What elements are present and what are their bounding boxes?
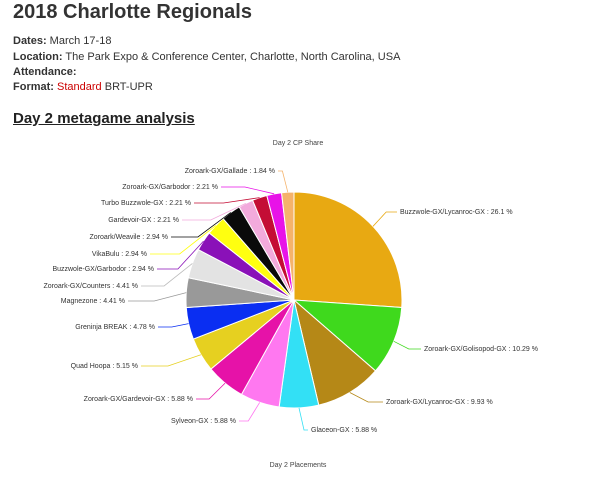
slice-connector: [298, 407, 308, 431]
slice-label: Zoroark-GX/Gallade : 1.84 %: [185, 168, 275, 175]
slice-connector: [393, 340, 421, 350]
section-title: Day 2 metagame analysis: [13, 110, 195, 127]
next-chart-title: Day 2 Placements: [269, 462, 327, 469]
slice-label: Zoroark-GX/Gardevoir-GX : 5.88 %: [84, 396, 193, 403]
slice-connector: [196, 382, 226, 400]
slice-connector: [171, 212, 232, 238]
page-title: 2018 Charlotte Regionals: [13, 1, 252, 23]
slice-label: Buzzwole-GX/Lycanroc-GX : 26.1 %: [400, 209, 513, 216]
slice-connector: [182, 203, 246, 221]
slice-label: Greninja BREAK : 4.78 %: [75, 324, 155, 331]
slice-connector: [128, 292, 187, 302]
attendance-label: Attendance:: [13, 66, 77, 78]
slice-connector: [349, 392, 383, 403]
slice-label: Turbo Buzzwole-GX : 2.21 %: [101, 200, 191, 207]
chart-title: Day 2 CP Share: [272, 140, 324, 147]
format-label: Format:: [13, 81, 54, 93]
dates-label: Dates:: [13, 35, 47, 47]
slice-label: Zoroark/Weavile : 2.94 %: [90, 234, 168, 241]
attendance-row: Attendance:: [13, 65, 77, 79]
slice-label: Zoroark-GX/Golisopod-GX : 10.29 %: [424, 346, 538, 353]
format-link[interactable]: Standard: [57, 81, 102, 93]
slice-label: Buzzwole-GX/Garbodor : 2.94 %: [52, 266, 154, 273]
slice-label: Magnezone : 4.41 %: [61, 298, 125, 305]
slice-connector: [157, 240, 204, 270]
location-value: The Park Expo & Conference Center, Charl…: [62, 51, 401, 63]
pie-slice[interactable]: [292, 299, 403, 372]
slice-connector: [158, 323, 189, 328]
slice-connector: [372, 211, 397, 227]
slice-label: Glaceon-GX : 5.88 %: [311, 427, 377, 434]
dates-row: Dates: March 17-18: [13, 34, 111, 48]
slice-label: Gardevoir-GX : 2.21 %: [108, 217, 179, 224]
slice-connector: [278, 170, 289, 193]
slice-connector: [194, 197, 260, 204]
slice-label: VikaBulu : 2.94 %: [92, 251, 147, 258]
slice-label: Zoroark-GX/Lycanroc-GX : 9.93 %: [386, 399, 493, 406]
location-row: Location: The Park Expo & Conference Cen…: [13, 50, 400, 64]
format-row: Format: Standard BRT-UPR: [13, 80, 153, 94]
slice-label: Sylveon-GX : 5.88 %: [171, 418, 236, 425]
slice-connector: [141, 354, 202, 367]
pie-slice[interactable]: [293, 191, 403, 308]
slice-label: Zoroark-GX/Counters : 4.41 %: [43, 283, 138, 290]
slice-connector: [221, 186, 275, 195]
location-label: Location:: [13, 51, 63, 63]
format-value: BRT-UPR: [101, 81, 153, 93]
slice-connector: [239, 402, 261, 422]
slice-connector: [141, 263, 193, 287]
dates-value: March 17-18: [46, 35, 112, 47]
slice-connector: [150, 225, 217, 255]
slice-label: Quad Hoopa : 5.15 %: [71, 363, 138, 370]
slice-label: Zoroark-GX/Garbodor : 2.21 %: [122, 184, 218, 191]
